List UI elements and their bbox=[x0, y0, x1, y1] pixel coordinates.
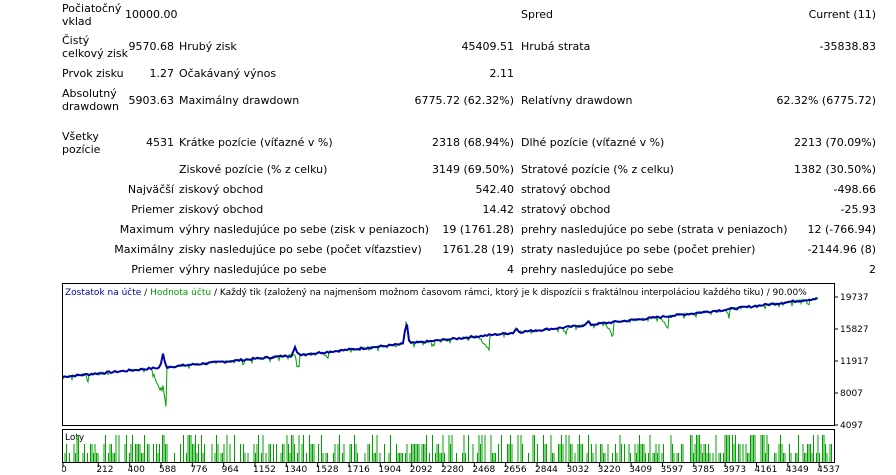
max-consec-profit-value: 1761.28 (19) bbox=[442, 243, 514, 256]
legend-description: / Každý tik (založený na najmenšom možno… bbox=[211, 287, 807, 298]
profit-factor-label: Prvok zisku bbox=[62, 67, 124, 80]
balance-line bbox=[62, 296, 818, 379]
avg-label: Priemer bbox=[131, 263, 174, 276]
relative-drawdown-label: Relatívny drawdown bbox=[521, 94, 633, 107]
largest-loss-value: -498.66 bbox=[833, 183, 876, 196]
legend-separator: / bbox=[141, 288, 150, 298]
x-tick-label: 0 bbox=[62, 465, 67, 472]
x-tick-label: 588 bbox=[159, 465, 176, 472]
spread-value: Current (11) bbox=[808, 8, 876, 21]
average-profit-label: ziskový obchod bbox=[179, 203, 264, 216]
chart-legend: Zostatok na účte / Hodnota účtu / Každý … bbox=[65, 287, 807, 298]
lots-label: Loty bbox=[65, 433, 85, 443]
average-label: Priemer bbox=[131, 203, 174, 216]
avg-consec-wins-label: výhry nasledujúce po sebe bbox=[179, 263, 327, 276]
max-consec-losses-value: 12 (-766.94) bbox=[807, 223, 876, 236]
x-axis-ticks: 0 212 400 588 776 964 1152 1340 1528 1716 1904 2092… bbox=[61, 463, 840, 475]
long-positions-value: 2213 (70.09%) bbox=[793, 136, 876, 149]
x-tick-label: 1716 bbox=[347, 465, 370, 472]
expected-payoff-label: Očakávaný výnos bbox=[179, 67, 277, 80]
net-profit-label: Čistý celkový zisk bbox=[62, 34, 129, 60]
absolute-drawdown-label: Absolutný drawdown bbox=[62, 87, 119, 113]
x-tick-label: 1340 bbox=[284, 465, 307, 472]
net-profit-value: 9570.68 bbox=[128, 40, 175, 53]
report-summary: Počiatočný vklad 10000.00 Spred Current … bbox=[62, 2, 876, 276]
avg-consec-losses-label: prehry nasledujúce po sebe bbox=[521, 263, 674, 276]
average-profit-value: 14.42 bbox=[482, 203, 515, 216]
x-tick-label: 776 bbox=[190, 465, 207, 472]
x-tick-label: 1528 bbox=[316, 465, 339, 472]
long-positions-label: Dlhé pozície (víťazné v %) bbox=[521, 136, 665, 149]
x-tick-label: 1152 bbox=[253, 465, 276, 472]
average-loss-label: stratový obchod bbox=[521, 203, 611, 216]
maximum-label: Maximum bbox=[119, 223, 174, 236]
y-tick-label: 8007 bbox=[840, 389, 863, 399]
short-positions-label: Krátke pozície (víťazné v %) bbox=[179, 136, 333, 149]
initial-deposit-label: Počiatočný vklad bbox=[62, 2, 122, 28]
largest-label: Najväčší bbox=[127, 183, 174, 196]
x-tick-label: 4161 bbox=[755, 465, 778, 472]
x-tick-label: 3973 bbox=[723, 465, 746, 472]
x-tick-label: 3220 bbox=[598, 465, 621, 472]
short-positions-value: 2318 (68.94%) bbox=[431, 136, 514, 149]
profit-factor-value: 1.27 bbox=[149, 67, 175, 80]
largest-loss-label: stratový obchod bbox=[521, 183, 611, 196]
profit-trades-value: 3149 (69.50%) bbox=[431, 163, 514, 176]
gross-profit-label: Hrubý zisk bbox=[179, 40, 237, 53]
largest-profit-label: ziskový obchod bbox=[179, 183, 264, 196]
x-tick-label: 4537 bbox=[817, 465, 840, 472]
x-tick-label: 3032 bbox=[566, 465, 589, 472]
maximal-drawdown-label: Maximálny drawdown bbox=[179, 94, 300, 107]
profit-trades-label: Ziskové pozície (% z celku) bbox=[179, 163, 328, 176]
legend-equity: Hodnota účtu bbox=[150, 287, 211, 298]
gross-profit-value: 45409.51 bbox=[461, 40, 515, 53]
equity-chart: Zostatok na účte / Hodnota účtu / Každý … bbox=[61, 283, 896, 475]
x-tick-label: 3409 bbox=[629, 465, 652, 472]
x-tick-label: 212 bbox=[96, 465, 113, 472]
max-consec-losses-label: prehry nasledujúce po sebe (strata v pen… bbox=[521, 223, 788, 236]
gross-loss-label: Hrubá strata bbox=[521, 40, 591, 53]
x-tick-label: 1904 bbox=[378, 465, 401, 472]
x-tick-label: 2844 bbox=[535, 465, 558, 472]
x-tick-label: 3597 bbox=[661, 465, 684, 472]
gross-loss-value: -35838.83 bbox=[819, 40, 876, 53]
expected-payoff-value: 2.11 bbox=[489, 67, 515, 80]
total-trades-label: Všetky pozície bbox=[62, 130, 101, 156]
max-consec-wins-label: výhry nasledujúce po sebe (zisk v peniaz… bbox=[179, 223, 430, 236]
lots-bars bbox=[64, 435, 832, 462]
maximal-drawdown-value: 6775.72 (62.32%) bbox=[414, 94, 514, 107]
y-axis-ticks: 19737 15827 11917 8007 4097 bbox=[834, 293, 869, 431]
max-consec-loss-value: -2144.96 (8) bbox=[807, 243, 876, 256]
x-tick-label: 3785 bbox=[692, 465, 715, 472]
x-tick-label: 4349 bbox=[786, 465, 809, 472]
main-plot-frame bbox=[62, 283, 835, 426]
spread-label: Spred bbox=[521, 8, 553, 21]
x-tick-label: 2468 bbox=[472, 465, 495, 472]
x-tick-label: 964 bbox=[222, 465, 239, 472]
x-tick-label: 400 bbox=[128, 465, 145, 472]
balance-series bbox=[62, 296, 818, 379]
maximal-label: Maximálny bbox=[114, 243, 174, 256]
max-consec-profit-label: zisky nasledujúce po sebe (počet víťazst… bbox=[179, 243, 422, 256]
loss-trades-label: Stratové pozície (% z celku) bbox=[521, 163, 674, 176]
x-tick-label: 2092 bbox=[410, 465, 433, 472]
x-tick-label: 2656 bbox=[504, 465, 527, 472]
y-tick-label: 11917 bbox=[840, 357, 869, 367]
y-tick-label: 19737 bbox=[840, 293, 869, 303]
total-trades-value: 4531 bbox=[146, 136, 174, 149]
x-tick-label: 2280 bbox=[441, 465, 464, 472]
initial-deposit-value: 10000.00 bbox=[125, 8, 178, 21]
max-consec-loss-label: straty nasledujúce po sebe (počet prehie… bbox=[521, 243, 756, 256]
absolute-drawdown-value: 5903.63 bbox=[128, 94, 175, 107]
max-consec-wins-value: 19 (1761.28) bbox=[442, 223, 514, 236]
legend-balance: Zostatok na účte bbox=[65, 287, 142, 298]
relative-drawdown-value: 62.32% (6775.72) bbox=[776, 94, 876, 107]
average-loss-value: -25.93 bbox=[840, 203, 876, 216]
avg-consec-wins-value: 4 bbox=[507, 263, 514, 276]
largest-profit-value: 542.40 bbox=[475, 183, 515, 196]
y-tick-label: 4097 bbox=[840, 421, 863, 431]
avg-consec-losses-value: 2 bbox=[869, 263, 876, 276]
loss-trades-value: 1382 (30.50%) bbox=[793, 163, 876, 176]
y-tick-label: 15827 bbox=[840, 325, 869, 335]
